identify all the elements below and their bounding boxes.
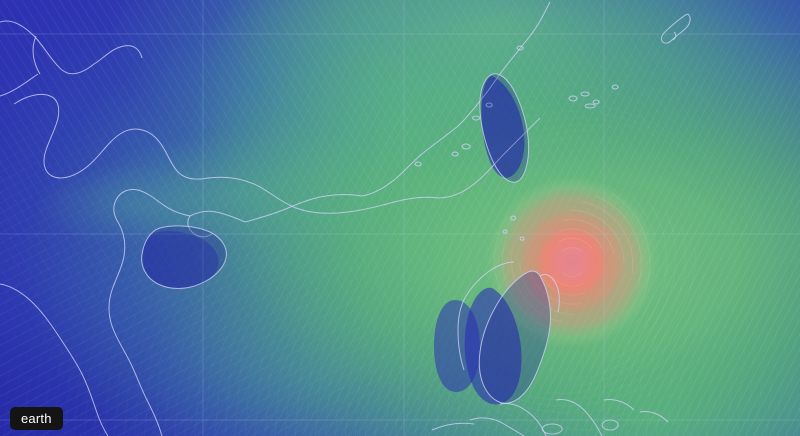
palawan-island: [432, 423, 474, 430]
inland-border-line: [94, 46, 142, 64]
okinawa-island: [661, 14, 690, 43]
china-inland-border: [14, 94, 208, 179]
offshore-island: [452, 152, 458, 156]
gulf-of-tonkin-coastline: [114, 189, 138, 222]
luzon-coast: [458, 296, 466, 370]
china-coastline: [362, 126, 458, 196]
offshore-island: [462, 144, 470, 149]
visayas-island: [556, 399, 602, 436]
visayas-island: [602, 420, 618, 430]
offshore-island: [415, 162, 421, 166]
offshore-island: [503, 230, 507, 233]
hainan-island: [142, 226, 227, 289]
china-inland-border: [348, 197, 438, 212]
offshore-island: [569, 96, 577, 101]
gulf-of-tonkin-coastline: [190, 211, 245, 222]
china-coastline: [458, 2, 550, 126]
indochina-coastline: [109, 222, 162, 436]
luzon-coast: [466, 262, 514, 296]
taiwan-island: [480, 74, 529, 182]
offshore-island: [585, 104, 595, 108]
visayas-island: [640, 411, 668, 422]
china-inland-border: [208, 177, 348, 213]
offshore-island: [517, 46, 523, 50]
luzon-island: [479, 271, 550, 403]
offshore-island: [520, 237, 524, 240]
inland-border-line: [0, 74, 38, 96]
gulf-of-tonkin-coastline: [188, 216, 212, 237]
visayas-island: [542, 424, 562, 434]
visayas-island: [604, 399, 634, 410]
earth-logo-label: earth: [21, 411, 52, 426]
visayas-island: [500, 403, 546, 436]
offshore-island: [612, 85, 618, 89]
offshore-island: [581, 92, 589, 96]
offshore-island: [486, 103, 492, 107]
luzon-east-coast: [540, 274, 559, 312]
gulf-of-tonkin-coastline: [138, 190, 190, 216]
okinawa-island: [673, 32, 676, 40]
china-coastline: [438, 118, 540, 198]
offshore-island: [511, 216, 516, 220]
offshore-island: [473, 116, 480, 120]
china-coastline: [245, 195, 362, 223]
inland-border-line: [33, 36, 40, 74]
offshore-island: [593, 100, 599, 104]
earth-logo-button[interactable]: earth: [10, 407, 63, 430]
visayas-island: [470, 418, 524, 436]
inland-border-line: [0, 21, 94, 74]
